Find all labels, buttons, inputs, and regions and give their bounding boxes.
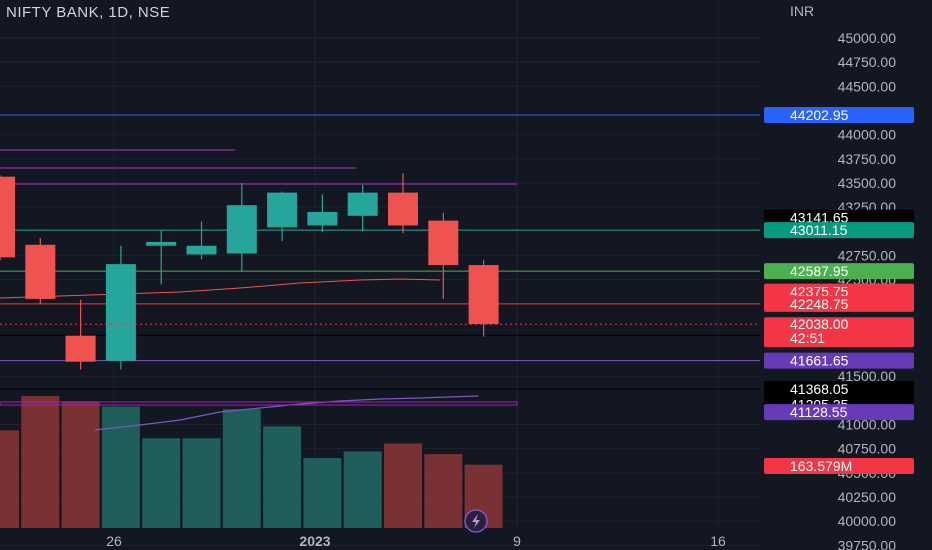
volume-bar bbox=[343, 451, 382, 528]
price-level-tag-bg bbox=[764, 263, 914, 280]
candle-body bbox=[25, 244, 56, 299]
countdown-tag: 42:51 bbox=[790, 330, 825, 346]
candle-body bbox=[65, 335, 96, 362]
time-axis-label: 9 bbox=[513, 533, 521, 549]
volume-tag: 163.579M bbox=[790, 458, 852, 474]
price-level-tag: 41128.55 bbox=[790, 404, 848, 420]
price-level-tag: 42375.75 bbox=[790, 284, 849, 300]
candle-body bbox=[428, 220, 459, 266]
price-level-tag-bg bbox=[764, 209, 914, 226]
current-price-tag-bg bbox=[764, 317, 914, 348]
volume-bar bbox=[424, 454, 463, 528]
price-axis-label: 43500.00 bbox=[838, 175, 897, 191]
lightning-icon-glyph bbox=[472, 514, 480, 528]
candle-body bbox=[105, 264, 136, 361]
price-axis-label: 44000.00 bbox=[838, 127, 897, 143]
price-axis-label: 40250.00 bbox=[838, 489, 897, 505]
time-axis-label: 26 bbox=[106, 533, 122, 549]
volume-bar bbox=[0, 430, 19, 528]
price-level-tag: 42587.95 bbox=[790, 263, 849, 279]
price-level-tag-bg bbox=[764, 107, 914, 124]
volume-bar bbox=[61, 401, 100, 528]
volume-bar bbox=[222, 409, 261, 528]
candle-body bbox=[388, 192, 418, 226]
time-axis-label: 2023 bbox=[299, 533, 330, 549]
time-axis-label: 16 bbox=[710, 533, 726, 549]
price-axis-label: 40750.00 bbox=[838, 441, 897, 457]
current-price-tag: 42038.00 bbox=[790, 316, 849, 332]
price-axis-label: 44500.00 bbox=[838, 78, 897, 94]
volume-bar bbox=[263, 426, 302, 528]
price-level-tag: 43011.15 bbox=[790, 222, 848, 238]
price-axis-label: 41500.00 bbox=[838, 368, 897, 384]
price-level-tag-bg bbox=[764, 404, 914, 421]
price-level-tag: 41368.05 bbox=[790, 381, 849, 397]
volume-bar bbox=[142, 438, 181, 528]
candle-body bbox=[347, 192, 378, 216]
candle-body bbox=[468, 265, 499, 325]
chart-title: NIFTY BANK, 1D, NSE bbox=[6, 4, 171, 21]
volume-bar bbox=[384, 443, 422, 528]
candle-body bbox=[226, 205, 257, 254]
candle-body bbox=[186, 245, 217, 255]
price-level-tag: 42248.75 bbox=[790, 296, 849, 312]
candle-body bbox=[0, 176, 15, 258]
candle-body bbox=[267, 192, 298, 228]
price-level-tag: 43141.65 bbox=[790, 210, 849, 226]
price-axis-label: 44750.00 bbox=[838, 54, 897, 70]
volume-tag-bg bbox=[764, 458, 914, 474]
price-axis-label: 42750.00 bbox=[838, 247, 897, 263]
price-level-tag-bg bbox=[764, 295, 914, 312]
price-level-tag: 41661.65 bbox=[790, 353, 849, 369]
volume-bar bbox=[182, 438, 221, 528]
price-axis-label: 43750.00 bbox=[838, 151, 897, 167]
volume-moving-average bbox=[94, 395, 479, 431]
currency-label: INR bbox=[790, 3, 815, 19]
price-level-tag-bg bbox=[764, 283, 914, 300]
volume-bar bbox=[303, 458, 342, 528]
candle-body bbox=[146, 241, 177, 246]
price-axis-label: 45000.00 bbox=[838, 30, 897, 46]
volume-bar bbox=[21, 396, 60, 528]
candle-body bbox=[307, 211, 338, 226]
price-axis-label: 40000.00 bbox=[838, 513, 897, 529]
price-level-tag-bg bbox=[764, 380, 914, 397]
price-level-tag-bg bbox=[764, 352, 914, 369]
price-level-tag-bg bbox=[764, 222, 914, 239]
drawing-box bbox=[0, 401, 518, 406]
volume-bar bbox=[101, 406, 140, 528]
price-axis-label: 39750.00 bbox=[838, 537, 897, 550]
price-moving-average bbox=[0, 278, 441, 299]
price-level-tag: 44202.95 bbox=[790, 107, 849, 123]
price-axis-label: 41000.00 bbox=[838, 417, 897, 433]
